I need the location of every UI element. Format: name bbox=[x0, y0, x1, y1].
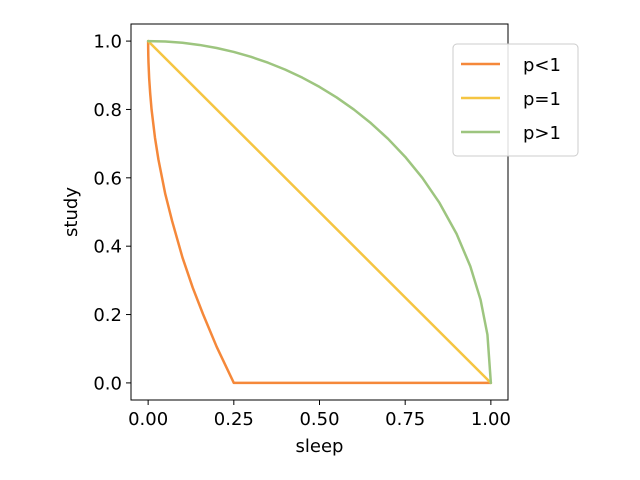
x-tick-label: 1.00 bbox=[471, 409, 511, 430]
series-line-2 bbox=[146, 39, 493, 385]
x-tick-label: 0.75 bbox=[385, 409, 425, 430]
y-tick-label: 1.0 bbox=[93, 32, 122, 53]
legend-label: p=1 bbox=[523, 89, 561, 110]
legend: p<1 p=1 p>1 bbox=[452, 43, 579, 157]
y-tick-label: 0.6 bbox=[93, 168, 122, 189]
y-axis-label: study bbox=[61, 187, 82, 237]
legend-label: p>1 bbox=[523, 123, 561, 144]
x-tick-label: 0.00 bbox=[128, 409, 168, 430]
legend-label: p<1 bbox=[523, 55, 561, 76]
y-tick-label: 0.8 bbox=[93, 100, 122, 121]
legend-frame bbox=[452, 43, 579, 157]
y-tick-label: 0.2 bbox=[93, 305, 122, 326]
y-axis: 0.0 0.2 0.4 0.6 0.8 1.0 bbox=[93, 32, 131, 394]
series-line-1 bbox=[146, 39, 493, 385]
x-axis: 0.00 0.25 0.50 0.75 1.00 bbox=[128, 400, 511, 430]
x-axis-label: sleep bbox=[296, 436, 344, 457]
x-tick-label: 0.25 bbox=[214, 409, 254, 430]
plot-lines bbox=[146, 39, 493, 385]
series-line-3 bbox=[146, 39, 493, 385]
y-tick-label: 0.0 bbox=[93, 373, 122, 394]
x-tick-label: 0.50 bbox=[299, 409, 339, 430]
y-tick-label: 0.4 bbox=[93, 237, 122, 258]
